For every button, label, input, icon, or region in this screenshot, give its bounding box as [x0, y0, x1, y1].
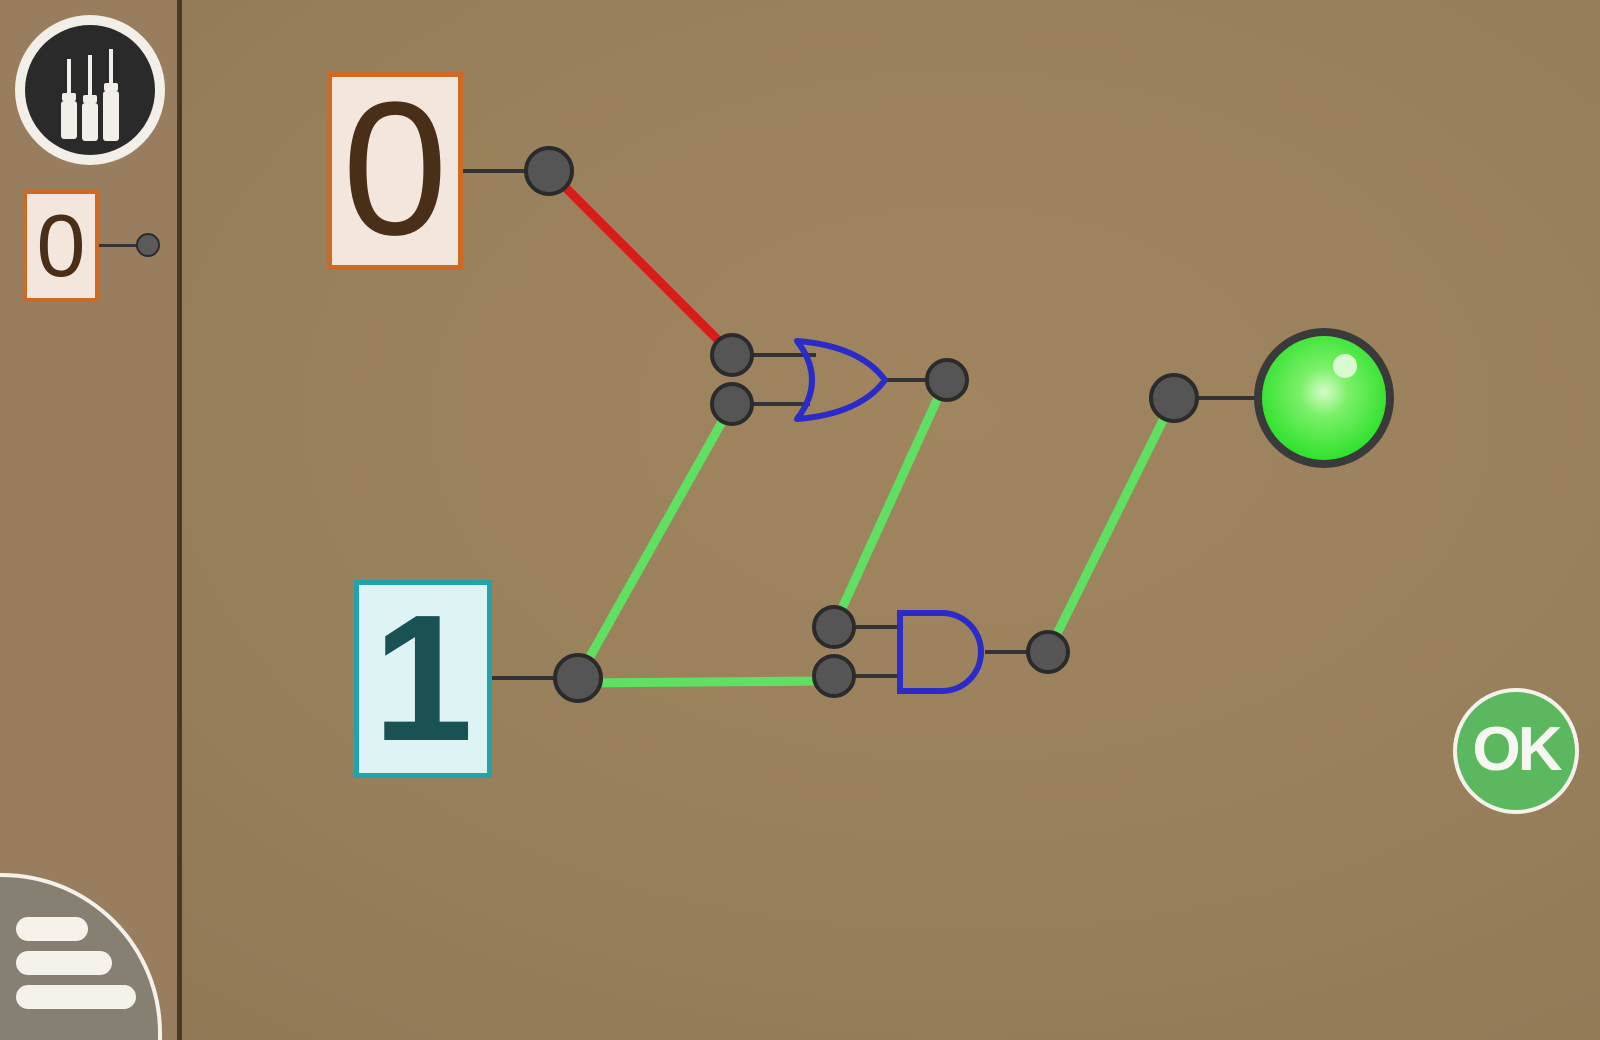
- or-output-node: [925, 358, 969, 402]
- wire-input-b-to-or: [573, 399, 737, 683]
- wire-and-to-lamp: [1043, 393, 1179, 657]
- and-input-2-node: [812, 654, 856, 698]
- ok-button[interactable]: OK: [1453, 688, 1579, 814]
- and-gate: [897, 610, 984, 694]
- menu-bar-bottom: [16, 985, 136, 1009]
- output-lamp-highlight: [1333, 354, 1357, 378]
- component-sidebar: 0: [0, 0, 182, 1040]
- or-input-2-node: [710, 382, 754, 426]
- menu-bar-middle: [16, 951, 112, 975]
- menu-button[interactable]: [0, 873, 162, 1040]
- input-b-node: [553, 653, 603, 703]
- palette-switch-node[interactable]: [136, 233, 160, 257]
- input-switch-a[interactable]: 0: [327, 72, 463, 270]
- and-output-node: [1026, 630, 1070, 674]
- screwdrivers-icon: [25, 25, 155, 155]
- palette-switch-item[interactable]: 0: [23, 190, 99, 302]
- output-lamp-glow: [1262, 336, 1386, 460]
- lamp-input-node: [1149, 373, 1199, 423]
- wire-or-to-and: [829, 375, 951, 631]
- and-input-1-node: [812, 605, 856, 649]
- palette-switch-stub: [99, 244, 145, 247]
- wire-input-a-to-or: [544, 166, 737, 359]
- menu-bar-top: [16, 917, 88, 941]
- wire-input-b-to-and: [573, 676, 839, 688]
- or-gate: [794, 338, 888, 422]
- or-input-1-node: [710, 333, 754, 377]
- tools-button[interactable]: [15, 15, 165, 165]
- input-a-node: [524, 146, 574, 196]
- input-switch-b[interactable]: 1: [354, 580, 492, 778]
